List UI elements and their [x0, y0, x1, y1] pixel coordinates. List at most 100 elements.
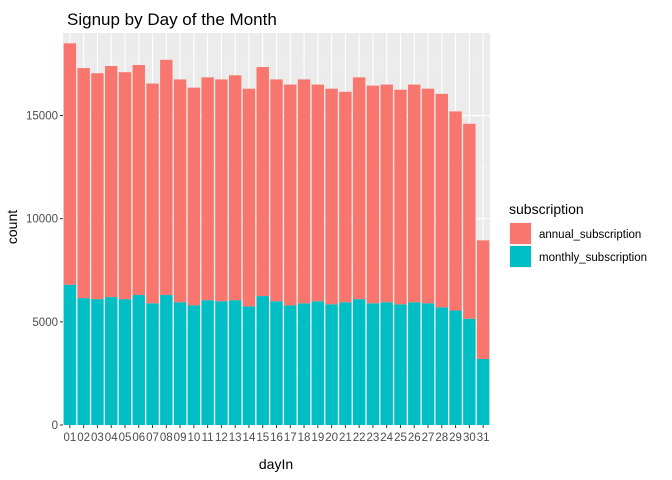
bar-annual-subscription-23: [366, 85, 380, 304]
x-tick-label: 20: [325, 432, 338, 444]
bars: [63, 43, 490, 425]
x-tick-label: 09: [174, 432, 187, 444]
bar-annual-subscription-09: [173, 79, 187, 303]
x-tick-label: 14: [243, 432, 256, 444]
bar-annual-subscription-29: [449, 111, 462, 311]
legend-label-annual-subscription: annual_subscription: [539, 229, 641, 241]
bar-monthly-subscription-27: [421, 303, 435, 425]
x-tick-label: 30: [463, 432, 476, 444]
x-tick-label: 23: [367, 432, 380, 444]
bar-annual-subscription-15: [256, 67, 269, 297]
x-tick-label: 12: [215, 432, 228, 444]
bar-annual-subscription-27: [421, 88, 435, 304]
bar-monthly-subscription-20: [325, 304, 338, 425]
chart-title: Signup by Day of the Month: [67, 10, 277, 29]
bar-monthly-subscription-08: [160, 295, 173, 425]
bar-annual-subscription-04: [105, 66, 118, 298]
bar-annual-subscription-19: [311, 84, 325, 302]
bar-annual-subscription-20: [325, 88, 338, 305]
y-axis-title: count: [4, 210, 20, 244]
bar-annual-subscription-10: [187, 87, 201, 306]
y-tick-label: 15000: [26, 111, 58, 123]
x-tick-label: 04: [105, 432, 118, 444]
bar-annual-subscription-18: [297, 79, 311, 304]
legend-label-monthly-subscription: monthly_subscription: [539, 252, 647, 264]
legend-key-annual-subscription: [510, 223, 531, 244]
x-tick-label: 25: [394, 432, 407, 444]
bar-monthly-subscription-07: [146, 303, 159, 425]
bar-monthly-subscription-30: [463, 318, 476, 425]
bar-annual-subscription-02: [77, 68, 90, 299]
bar-monthly-subscription-04: [105, 297, 118, 425]
x-axis-title: dayIn: [259, 456, 293, 472]
x-tick-label: 19: [311, 432, 324, 444]
x-tick-label: 01: [63, 432, 76, 444]
bar-monthly-subscription-12: [215, 301, 228, 425]
bar-annual-subscription-25: [394, 89, 407, 305]
x-tick-label: 05: [119, 432, 132, 444]
bar-annual-subscription-24: [380, 84, 393, 303]
x-tick-label: 22: [353, 432, 366, 444]
bar-monthly-subscription-29: [449, 310, 462, 425]
y-axis: 0 5000 10000 15000: [26, 111, 63, 432]
x-tick-label: 28: [435, 432, 448, 444]
bar-monthly-subscription-18: [297, 303, 311, 425]
x-tick-label: 26: [408, 432, 421, 444]
y-tick-label: 5000: [32, 317, 58, 329]
x-tick-label: 31: [477, 432, 490, 444]
bar-annual-subscription-06: [132, 64, 145, 296]
bar-annual-subscription-22: [352, 77, 366, 300]
bar-monthly-subscription-03: [91, 299, 104, 425]
bar-annual-subscription-03: [91, 73, 104, 300]
bar-annual-subscription-30: [463, 123, 476, 319]
bar-annual-subscription-16: [270, 79, 283, 302]
x-axis: 01 02 03 04 05 06 07 08 09 10 11 12 13 14 15 16 17 18 19 20…: [63, 425, 490, 444]
x-tick-label: 27: [422, 432, 435, 444]
bar-monthly-subscription-10: [187, 305, 201, 425]
x-tick-label: 08: [160, 432, 173, 444]
bar-annual-subscription-14: [242, 88, 256, 307]
bar-monthly-subscription-22: [352, 299, 366, 425]
x-tick-label: 16: [270, 432, 283, 444]
y-tick-label: 0: [52, 420, 58, 432]
bar-monthly-subscription-13: [228, 300, 242, 425]
bar-monthly-subscription-31: [476, 358, 490, 425]
legend: subscription annual_subscription monthly_…: [509, 201, 647, 268]
bar-monthly-subscription-05: [118, 299, 132, 425]
bar-annual-subscription-13: [228, 75, 242, 301]
y-tick-label: 10000: [26, 214, 58, 226]
bar-annual-subscription-31: [476, 240, 490, 359]
x-tick-label: 29: [449, 432, 462, 444]
bar-monthly-subscription-17: [284, 305, 297, 425]
x-tick-label: 03: [91, 432, 104, 444]
bar-annual-subscription-11: [201, 77, 214, 301]
bar-monthly-subscription-01: [63, 284, 77, 425]
bar-monthly-subscription-14: [242, 306, 256, 425]
x-tick-label: 21: [339, 432, 352, 444]
bar-monthly-subscription-21: [339, 302, 352, 425]
bar-annual-subscription-01: [63, 43, 77, 285]
x-tick-label: 10: [187, 432, 200, 444]
bar-annual-subscription-07: [146, 83, 159, 304]
x-tick-label: 24: [380, 432, 393, 444]
bar-monthly-subscription-09: [173, 302, 187, 425]
x-tick-label: 18: [298, 432, 311, 444]
x-tick-label: 11: [202, 432, 214, 444]
x-tick-label: 02: [77, 432, 90, 444]
bar-monthly-subscription-23: [366, 303, 380, 425]
x-tick-label: 13: [229, 432, 242, 444]
bar-monthly-subscription-28: [435, 307, 448, 425]
bar-annual-subscription-21: [339, 91, 352, 303]
bar-monthly-subscription-11: [201, 300, 214, 425]
bar-annual-subscription-26: [408, 84, 421, 303]
x-tick-label: 06: [132, 432, 145, 444]
bar-monthly-subscription-24: [380, 302, 393, 425]
bar-annual-subscription-17: [284, 84, 297, 306]
bar-monthly-subscription-16: [270, 301, 283, 425]
bar-monthly-subscription-19: [311, 301, 325, 425]
bar-monthly-subscription-02: [77, 298, 90, 425]
x-tick-label: 15: [256, 432, 269, 444]
bar-annual-subscription-08: [160, 59, 173, 296]
bar-monthly-subscription-06: [132, 295, 145, 425]
